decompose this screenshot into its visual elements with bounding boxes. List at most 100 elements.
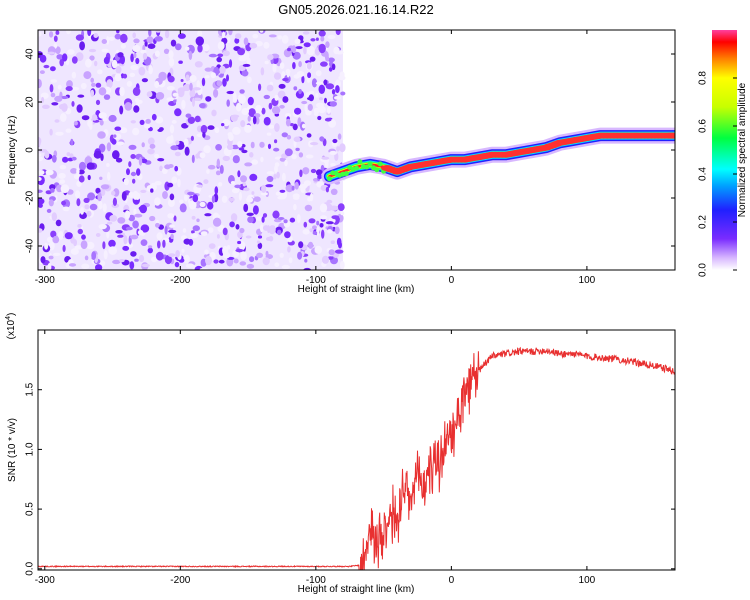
noise-speckle xyxy=(95,264,103,270)
noise-speckle xyxy=(90,77,94,83)
noise-speckle xyxy=(177,88,185,98)
noise-speckle xyxy=(194,115,201,123)
noise-speckle xyxy=(38,137,41,147)
noise-speckle xyxy=(286,69,290,78)
noise-speckle xyxy=(166,136,174,144)
noise-speckle xyxy=(175,43,182,51)
noise-speckle xyxy=(251,159,259,165)
noise-speckle xyxy=(192,97,202,102)
noise-speckle xyxy=(259,141,265,148)
noise-speckle xyxy=(228,133,234,142)
noise-speckle xyxy=(277,195,286,200)
noise-speckle xyxy=(330,188,338,195)
snr-x-ticks: -300 -200 -100 0 100 xyxy=(35,330,596,586)
noise-speckle xyxy=(49,128,53,136)
noise-speckle xyxy=(130,171,137,177)
noise-speckle xyxy=(231,188,240,194)
noise-speckle xyxy=(306,62,312,70)
noise-speckle xyxy=(222,78,227,87)
noise-speckle xyxy=(99,176,103,180)
noise-speckle xyxy=(57,231,64,240)
noise-speckle xyxy=(80,82,87,90)
noise-speckle xyxy=(277,229,282,236)
noise-speckle xyxy=(317,174,323,180)
noise-speckle xyxy=(216,80,222,87)
noise-speckle xyxy=(277,35,283,40)
noise-speckle xyxy=(268,124,275,129)
noise-speckle xyxy=(55,30,60,35)
noise-speckle xyxy=(222,119,231,127)
noise-speckle xyxy=(216,234,220,239)
noise-speckle xyxy=(75,190,81,199)
noise-speckle xyxy=(100,184,110,190)
noise-speckle xyxy=(53,35,58,42)
noise-speckle xyxy=(121,191,127,201)
noise-speckle xyxy=(238,191,242,201)
noise-speckle xyxy=(112,259,121,265)
noise-speckle xyxy=(260,67,265,76)
noise-speckle xyxy=(304,204,313,212)
noise-speckle xyxy=(77,228,84,235)
noise-speckle xyxy=(317,104,325,112)
noise-speckle xyxy=(177,178,181,188)
noise-speckle xyxy=(142,52,148,60)
noise-speckle xyxy=(55,46,61,55)
snr-x-tick-label: -100 xyxy=(306,575,326,586)
noise-speckle xyxy=(312,225,317,230)
noise-speckle xyxy=(235,224,240,230)
noise-speckle xyxy=(75,34,84,41)
noise-speckle xyxy=(320,36,325,42)
noise-speckle xyxy=(199,201,206,207)
noise-speckle xyxy=(319,223,324,228)
noise-speckle xyxy=(79,41,85,51)
noise-speckle xyxy=(148,30,152,37)
noise-speckle xyxy=(168,50,174,59)
noise-speckle xyxy=(59,58,64,67)
noise-speckle xyxy=(174,108,182,117)
noise-speckle xyxy=(304,103,308,112)
noise-speckle xyxy=(215,214,221,219)
noise-speckle xyxy=(296,214,301,223)
noise-speckle xyxy=(39,54,47,63)
noise-speckle xyxy=(264,60,269,65)
noise-speckle xyxy=(167,86,173,91)
noise-speckle xyxy=(112,197,117,206)
noise-speckle xyxy=(268,102,273,110)
noise-speckle xyxy=(263,41,270,49)
noise-speckle xyxy=(293,136,301,143)
noise-speckle xyxy=(162,191,168,199)
noise-speckle xyxy=(155,30,161,33)
ridge-blob xyxy=(667,132,675,139)
noise-speckle xyxy=(130,120,136,124)
noise-speckle xyxy=(245,235,252,239)
noise-speckle xyxy=(310,142,319,146)
noise-speckle xyxy=(71,101,75,107)
noise-speckle xyxy=(117,234,124,238)
ridge-blob xyxy=(377,161,383,167)
noise-speckle xyxy=(172,92,179,97)
noise-speckle xyxy=(162,239,166,248)
noise-speckle xyxy=(38,177,42,181)
noise-speckle xyxy=(103,56,110,65)
noise-speckle xyxy=(177,33,186,39)
noise-speckle xyxy=(132,32,136,39)
noise-speckle xyxy=(307,196,312,202)
noise-speckle xyxy=(319,97,323,101)
noise-speckle xyxy=(243,187,250,192)
noise-speckle xyxy=(231,114,240,119)
noise-speckle xyxy=(88,48,97,53)
noise-speckle xyxy=(259,224,264,233)
noise-speckle xyxy=(100,188,106,196)
noise-speckle xyxy=(155,116,164,124)
noise-speckle xyxy=(293,86,298,91)
noise-speckle xyxy=(310,168,317,174)
noise-speckle xyxy=(117,217,126,224)
spectrogram-x-label: Height of straight line (km) xyxy=(298,284,415,295)
noise-speckle xyxy=(51,102,59,106)
noise-speckle xyxy=(111,138,117,145)
noise-speckle xyxy=(47,51,55,55)
noise-speckle xyxy=(229,221,235,228)
noise-speckle xyxy=(167,182,174,188)
noise-speckle xyxy=(95,187,101,194)
